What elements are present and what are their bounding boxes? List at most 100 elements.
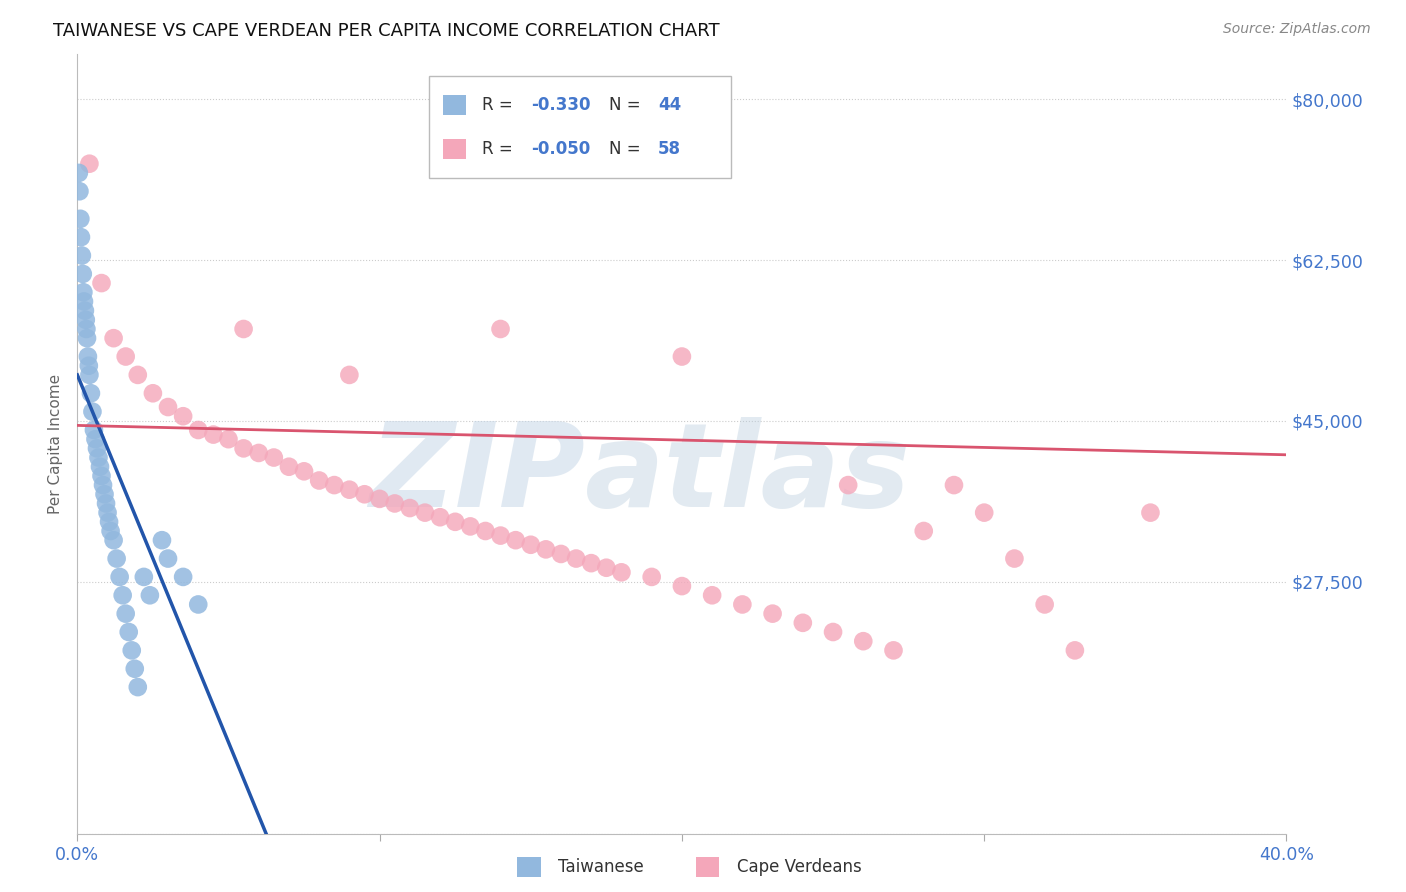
Point xyxy=(127,368,149,382)
Point xyxy=(93,487,115,501)
Point xyxy=(132,570,155,584)
Point xyxy=(72,285,94,300)
Point xyxy=(339,483,360,497)
Point xyxy=(458,519,481,533)
Point xyxy=(105,551,128,566)
Point xyxy=(90,469,112,483)
Point xyxy=(943,478,966,492)
Point xyxy=(595,560,617,574)
Point xyxy=(413,506,436,520)
Point xyxy=(429,510,451,524)
Text: Taiwanese: Taiwanese xyxy=(558,858,644,876)
Point xyxy=(489,528,512,542)
Point xyxy=(232,322,254,336)
Text: ZIP: ZIP xyxy=(370,417,585,533)
Point xyxy=(172,409,194,424)
Point xyxy=(520,538,543,552)
Point xyxy=(973,506,995,520)
Point xyxy=(79,157,101,171)
Point xyxy=(1139,506,1161,520)
Point xyxy=(821,625,844,640)
Point xyxy=(114,350,136,364)
Point xyxy=(75,313,97,327)
Point xyxy=(83,423,105,437)
Point xyxy=(76,331,98,345)
Point xyxy=(82,404,104,418)
Point xyxy=(852,634,875,648)
Point xyxy=(883,643,905,657)
Text: -0.330: -0.330 xyxy=(531,96,591,114)
Point xyxy=(353,487,375,501)
Point xyxy=(94,496,117,510)
Point xyxy=(399,501,422,516)
Point xyxy=(96,506,118,520)
Point xyxy=(474,524,496,538)
Point xyxy=(1004,551,1026,566)
Point xyxy=(762,607,785,621)
Text: N =: N = xyxy=(609,140,645,158)
Point xyxy=(505,533,527,548)
Point xyxy=(837,478,859,492)
Point xyxy=(75,322,97,336)
Text: N =: N = xyxy=(609,96,645,114)
Point xyxy=(139,588,162,602)
Text: 58: 58 xyxy=(658,140,681,158)
Point xyxy=(1064,643,1087,657)
Point xyxy=(263,450,285,465)
Y-axis label: Per Capita Income: Per Capita Income xyxy=(48,374,63,514)
Point xyxy=(70,248,93,262)
Point xyxy=(792,615,814,630)
Point xyxy=(118,625,141,640)
Text: Cape Verdeans: Cape Verdeans xyxy=(737,858,862,876)
Point xyxy=(111,588,134,602)
Point xyxy=(124,662,146,676)
Point xyxy=(444,515,467,529)
Point xyxy=(610,566,633,580)
Point xyxy=(91,478,114,492)
Point xyxy=(202,427,225,442)
Point xyxy=(103,533,125,548)
Point xyxy=(550,547,572,561)
Point xyxy=(69,184,91,198)
Point xyxy=(157,551,180,566)
Text: Source: ZipAtlas.com: Source: ZipAtlas.com xyxy=(1223,22,1371,37)
Point xyxy=(67,166,90,180)
Point xyxy=(87,450,110,465)
Text: -0.050: -0.050 xyxy=(531,140,591,158)
Point xyxy=(278,459,301,474)
Point xyxy=(79,368,101,382)
Point xyxy=(339,368,360,382)
Point xyxy=(89,459,111,474)
Text: R =: R = xyxy=(482,140,519,158)
Point xyxy=(489,322,512,336)
Point xyxy=(100,524,122,538)
Point xyxy=(641,570,664,584)
Point xyxy=(187,423,209,437)
Point xyxy=(86,442,108,456)
Point xyxy=(292,464,315,478)
Point xyxy=(73,294,96,309)
Point xyxy=(103,331,125,345)
Point xyxy=(565,551,588,566)
Point xyxy=(114,607,136,621)
Point xyxy=(534,542,557,557)
Text: 44: 44 xyxy=(658,96,682,114)
Point xyxy=(323,478,346,492)
Point xyxy=(157,400,180,414)
Text: R =: R = xyxy=(482,96,519,114)
Point xyxy=(581,556,603,570)
Point xyxy=(731,598,754,612)
Point xyxy=(308,474,330,488)
Point xyxy=(80,386,103,401)
Point xyxy=(72,267,94,281)
Point xyxy=(73,303,96,318)
Point xyxy=(121,643,143,657)
Point xyxy=(702,588,724,602)
Point xyxy=(247,446,270,460)
Point xyxy=(98,515,121,529)
Text: atlas: atlas xyxy=(585,417,911,533)
Point xyxy=(384,496,406,510)
Point xyxy=(187,598,209,612)
Point xyxy=(69,211,91,226)
Point xyxy=(368,491,391,506)
